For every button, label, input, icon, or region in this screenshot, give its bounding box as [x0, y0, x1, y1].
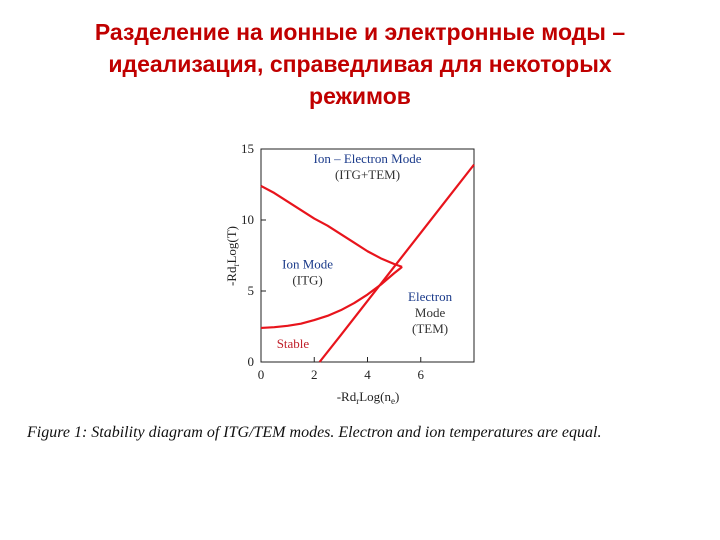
region-label-ion-electron: Ion – Electron Mode (ITG+TEM) [314, 151, 422, 182]
region-label-line: (ITG+TEM) [335, 167, 400, 182]
region-label-line: Ion – Electron Mode [314, 151, 422, 166]
region-labels: Ion – Electron Mode (ITG+TEM)Ion Mode (ITG… [277, 151, 453, 351]
x-tick-label: 2 [311, 367, 318, 382]
upper-boundary-curve [260, 184, 403, 268]
region-label-line: Ion Mode [282, 256, 333, 271]
y-tick-label: 5 [248, 283, 255, 298]
y-axis-ticks: 0 5 10 15 [241, 141, 266, 369]
x-tick-label: 4 [364, 367, 371, 382]
region-label-line: (TEM) [412, 321, 448, 336]
title-line-1: Разделение на ионные и электронные моды … [94, 19, 626, 45]
title-line-3: режимов [309, 83, 411, 109]
slide-title: Разделение на ионные и электронные моды … [20, 16, 700, 112]
y-tick-label: 15 [241, 141, 254, 156]
x-tick-label: 6 [418, 367, 425, 382]
figure-caption: Figure 1: Stability diagram of ITG/TEM m… [27, 424, 602, 441]
x-axis-ticks: 0 2 4 6 [258, 357, 425, 382]
region-label-line: Electron [408, 289, 453, 304]
electron-boundary-line [318, 163, 475, 363]
region-label-ion: Ion Mode (ITG) [282, 256, 333, 287]
region-label-line: (ITG) [292, 272, 322, 287]
lower-boundary-curve [260, 266, 403, 330]
stability-curves [260, 163, 475, 363]
y-tick-label: 0 [248, 354, 255, 369]
region-label-electron: Electron Mode (TEM) [408, 289, 453, 336]
x-tick-label: 0 [258, 367, 265, 382]
y-tick-label: 10 [241, 212, 254, 227]
region-label-line: Mode [415, 305, 446, 320]
title-line-2: идеализация, справедливая для некоторых [108, 51, 612, 77]
y-axis-label: -RdrLog(T) [224, 226, 241, 286]
region-label-stable: Stable [277, 336, 310, 351]
x-axis-label: -RdrLog(ne) [337, 389, 400, 406]
region-label-line: Stable [277, 336, 310, 351]
